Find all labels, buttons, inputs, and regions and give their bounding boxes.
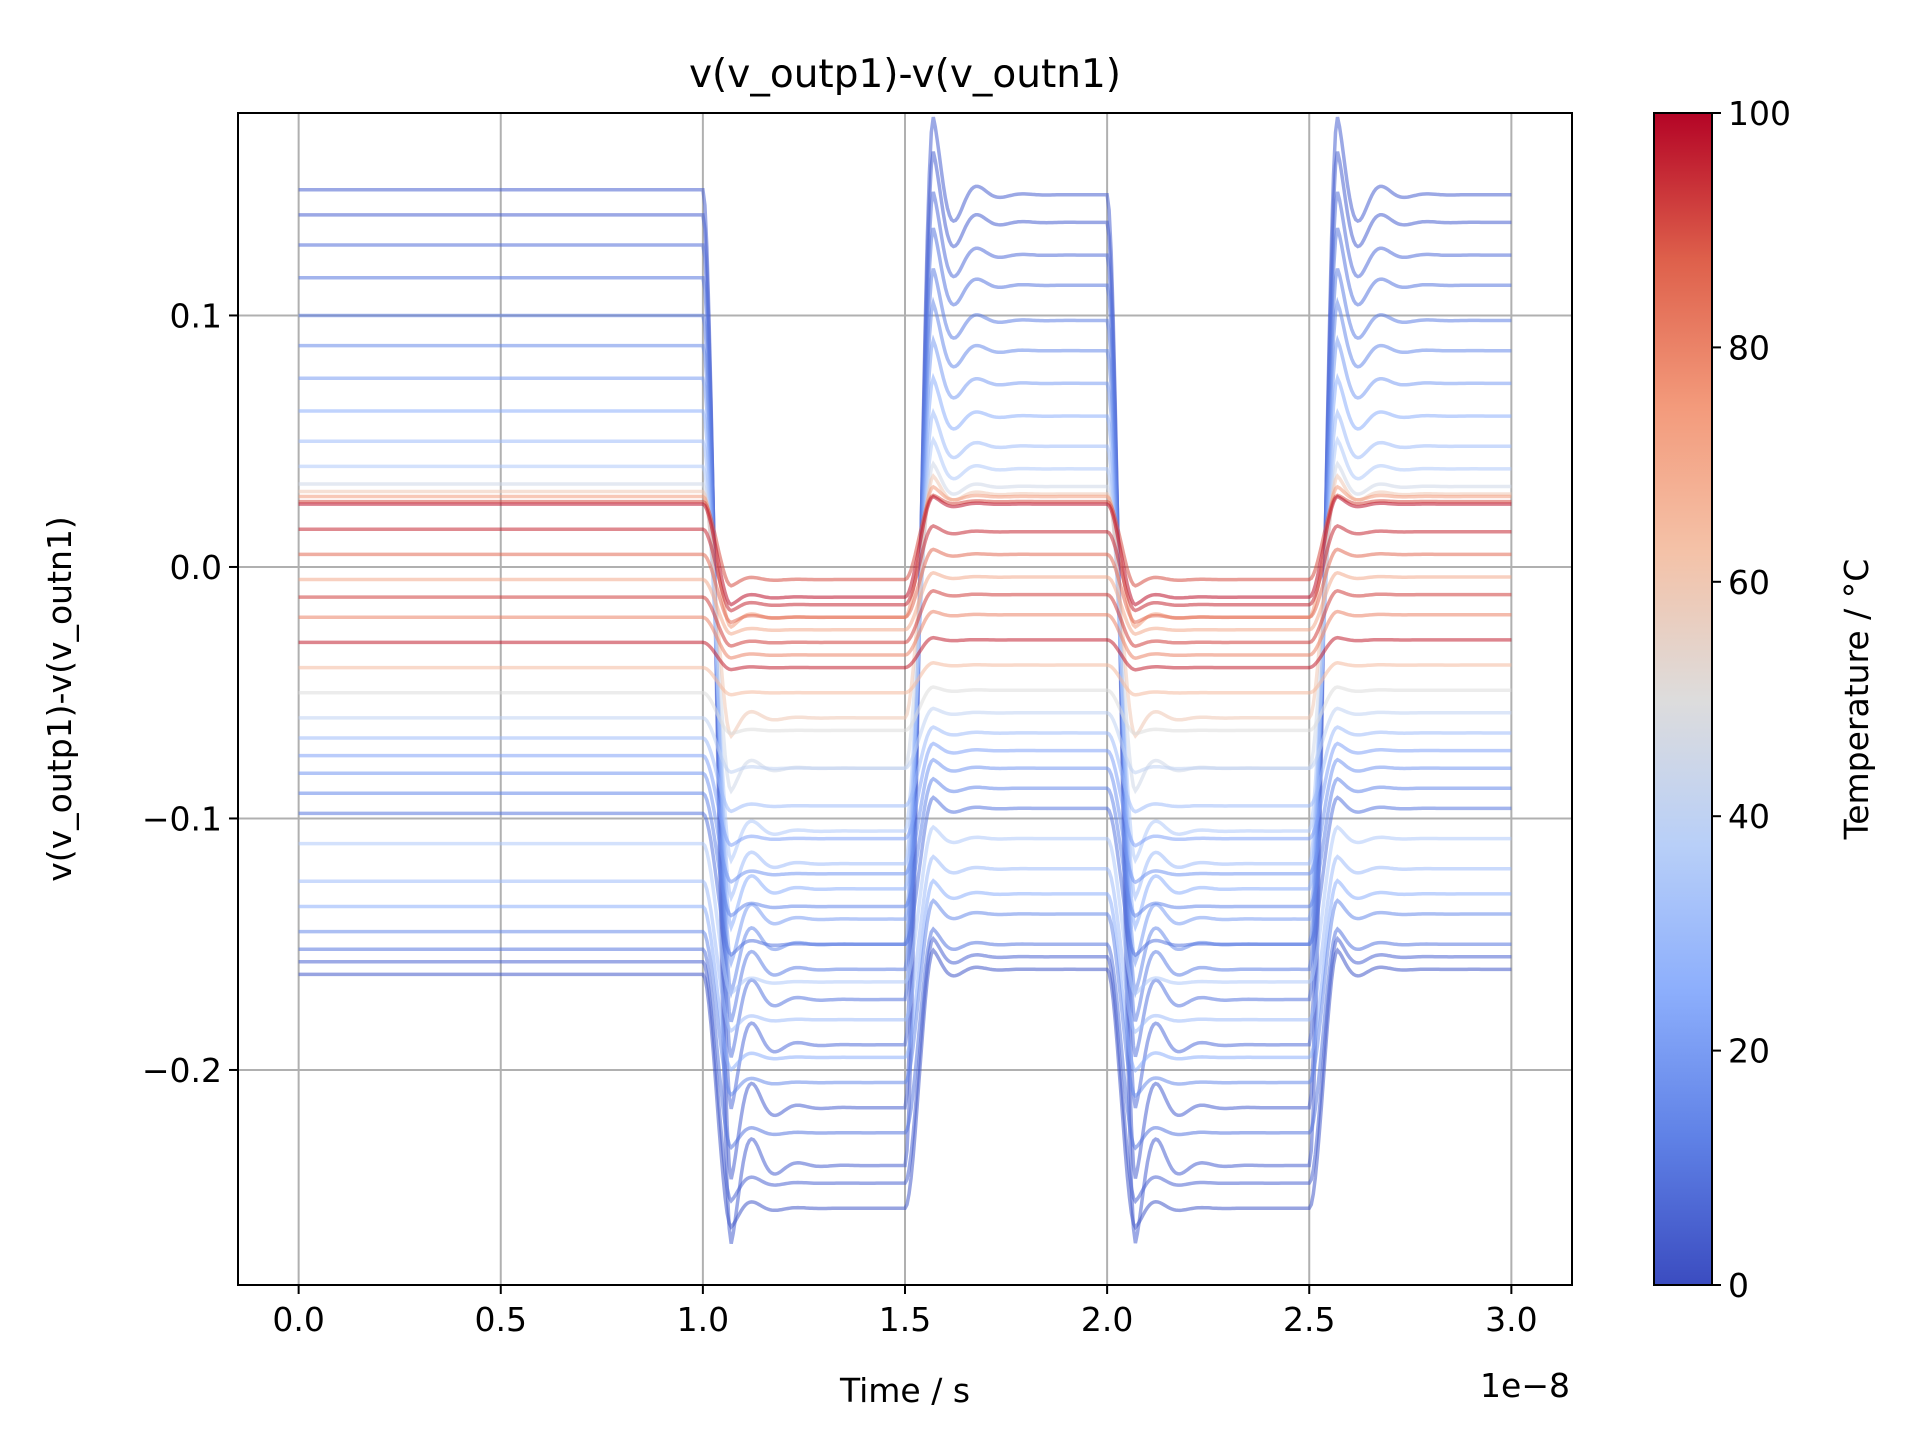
- x-tick-label: 2.0: [1081, 1300, 1133, 1339]
- x-tick-label: 1.0: [677, 1300, 729, 1339]
- colorbar-tick-label: 0: [1728, 1266, 1749, 1305]
- x-tick-label: 0.5: [475, 1300, 527, 1339]
- colorbar-gradient: [1654, 113, 1712, 1285]
- y-tick-label: 0.0: [170, 548, 222, 587]
- x-axis-title: Time / s: [839, 1371, 970, 1410]
- x-tick-label: 3.0: [1485, 1300, 1537, 1339]
- colorbar-tick-label: 40: [1728, 797, 1770, 836]
- colorbar-tick-label: 60: [1728, 563, 1770, 602]
- y-axis-title: v(v_outp1)-v(v_outn1): [40, 516, 79, 882]
- colorbar-title: Temperature / °C: [1837, 559, 1876, 841]
- x-tick-label: 2.5: [1283, 1300, 1335, 1339]
- x-tick-label: 1.5: [879, 1300, 931, 1339]
- colorbar: 0 20 40 60 80 100 Temperature / °C: [1654, 94, 1876, 1305]
- y-tick-label: −0.1: [142, 799, 222, 838]
- colorbar-tick-label: 20: [1728, 1032, 1770, 1071]
- y-tick-label: 0.1: [170, 296, 222, 335]
- colorbar-tick-label: 100: [1728, 94, 1791, 133]
- x-axis-ticks: 0.0 0.5 1.0 1.5 2.0 2.5 3.0: [272, 1285, 1537, 1339]
- colorbar-ticks: 0 20 40 60 80 100: [1712, 94, 1791, 1305]
- chart-title: v(v_outp1)-v(v_outn1): [689, 52, 1121, 97]
- x-axis-offset: 1e−8: [1480, 1366, 1570, 1405]
- x-tick-label: 0.0: [272, 1300, 324, 1339]
- y-axis-ticks: −0.2 −0.1 0.0 0.1: [142, 296, 238, 1090]
- y-tick-label: −0.2: [142, 1051, 222, 1090]
- colorbar-tick-label: 80: [1728, 328, 1770, 367]
